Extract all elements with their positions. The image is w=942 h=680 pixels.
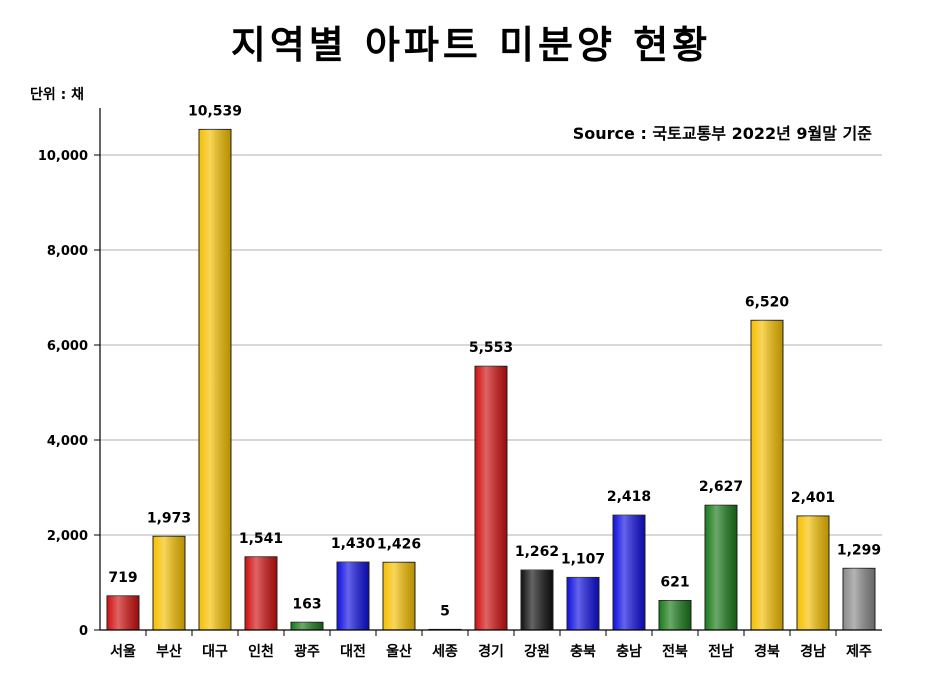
data-label: 1,299 <box>837 542 881 558</box>
bar-shade <box>153 536 185 630</box>
bar-shade <box>337 562 369 630</box>
data-label: 5 <box>440 603 450 619</box>
bars <box>106 128 876 631</box>
data-label: 2,627 <box>699 479 743 495</box>
bar-shade <box>843 568 875 630</box>
bar-shade <box>199 129 231 630</box>
x-tick-label: 제주 <box>846 644 872 660</box>
bar-경남 <box>796 515 830 631</box>
source-note: Source : 국토교통부 2022년 9월말 기준 <box>573 124 873 143</box>
x-tick-label: 경북 <box>754 643 780 660</box>
y-tick-label: 10,000 <box>38 149 88 164</box>
data-label: 1,430 <box>331 536 376 552</box>
data-label: 163 <box>292 596 321 612</box>
x-tick-label: 서울 <box>110 643 136 660</box>
bar-광주 <box>290 621 324 631</box>
y-tick-label: 2,000 <box>47 529 88 544</box>
x-tick-label: 경기 <box>478 643 504 660</box>
x-tick-label: 충북 <box>570 644 596 660</box>
bar-shade <box>383 562 415 630</box>
unit-label: 단위 : 채 <box>30 87 84 103</box>
x-tick-label: 전남 <box>708 643 734 660</box>
data-label: 621 <box>660 575 689 591</box>
bar-경기 <box>474 365 508 631</box>
bar-전남 <box>704 504 738 631</box>
x-tick-label: 울산 <box>386 643 412 660</box>
bar-대전 <box>336 561 370 631</box>
data-labels: 719 1,973 10,539 1,541 163 1,430 1,426 5 5,553 1,… <box>108 103 881 619</box>
data-label: 1,541 <box>239 531 283 547</box>
bar-shade <box>107 595 139 630</box>
x-axis: 서울 부산 대구 인천 광주 대전 울산 세종 경기 강원 충북 충남 전북 전남 경북 경남 제주 <box>100 629 882 660</box>
data-label: 2,401 <box>791 490 835 506</box>
data-label: 6,520 <box>745 294 790 310</box>
data-label: 1,107 <box>561 551 605 567</box>
bar-shade <box>245 556 277 630</box>
data-label: 1,973 <box>147 510 191 526</box>
y-tick-label: 6,000 <box>47 339 88 354</box>
y-tick-label: 0 <box>79 624 88 639</box>
x-tick-label: 강원 <box>524 643 550 660</box>
bar-shade <box>797 515 829 630</box>
data-label: 1,426 <box>377 536 421 552</box>
bar-충북 <box>566 576 600 631</box>
bar-대구 <box>198 128 232 631</box>
bar-인천 <box>244 556 278 631</box>
data-label: 1,262 <box>515 544 559 560</box>
y-tick-label: 4,000 <box>47 434 88 449</box>
bar-충남 <box>612 514 646 631</box>
bar-강원 <box>520 569 554 631</box>
bar-제주 <box>842 567 876 631</box>
bar-shade <box>659 600 691 630</box>
bar-shade <box>521 570 553 630</box>
data-label: 10,539 <box>188 103 242 119</box>
bar-경북 <box>750 319 784 631</box>
data-label: 2,418 <box>607 489 651 505</box>
x-tick-label: 광주 <box>294 643 320 660</box>
data-label: 719 <box>108 570 137 586</box>
x-tick-label: 전북 <box>662 643 688 660</box>
bar-shade <box>475 366 507 630</box>
bar-전북 <box>658 600 692 631</box>
y-axis: 0 2,000 4,000 6,000 8,000 10,000 <box>38 108 101 639</box>
x-tick-label: 대전 <box>340 643 366 660</box>
bar-부산 <box>152 535 186 631</box>
chart-title: 지역별 아파트 미분양 현황 <box>230 23 712 67</box>
bar-울산 <box>382 561 416 631</box>
bar-shade <box>567 577 599 630</box>
bar-서울 <box>106 595 140 631</box>
x-tick-label: 인천 <box>248 643 274 660</box>
x-tick-label: 부산 <box>156 643 182 660</box>
x-tick-label: 충남 <box>616 643 642 660</box>
x-tick-label: 대구 <box>202 644 228 660</box>
y-tick-label: 8,000 <box>47 244 88 259</box>
bar-shade <box>613 515 645 630</box>
x-tick-label: 세종 <box>432 644 458 660</box>
x-tick-label: 경남 <box>800 643 826 660</box>
bar-shade <box>751 320 783 630</box>
data-label: 5,553 <box>469 340 513 356</box>
bar-shade <box>705 505 737 630</box>
bar-shade <box>291 622 323 630</box>
